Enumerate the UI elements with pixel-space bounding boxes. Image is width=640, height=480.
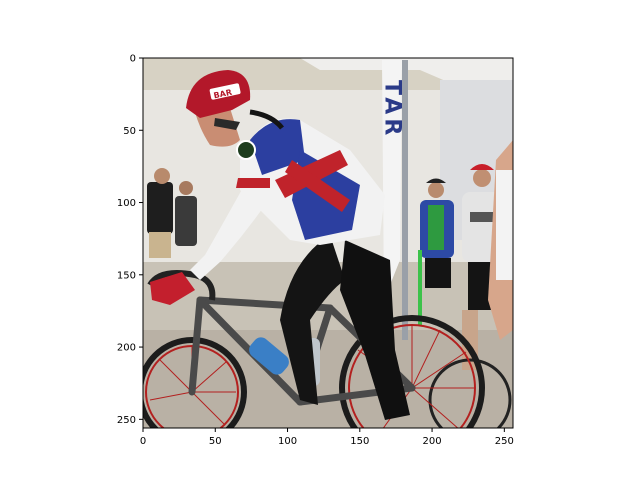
bystander-left bbox=[147, 168, 197, 258]
banner: TAR bbox=[380, 60, 408, 340]
main-cyclist: BAR bbox=[150, 70, 410, 420]
y-tick-label: 250 bbox=[117, 415, 136, 426]
x-tick-label: 50 bbox=[209, 436, 222, 447]
x-tick-label: 150 bbox=[350, 436, 369, 447]
canopy-roof bbox=[300, 58, 513, 110]
y-tick-label: 100 bbox=[117, 198, 136, 209]
banner-text: TAR bbox=[380, 80, 405, 139]
y-tick-label: 0 bbox=[130, 54, 136, 65]
y-tick-label: 200 bbox=[117, 343, 136, 354]
x-tick-label: 100 bbox=[278, 436, 297, 447]
y-axis: 0 50 100 150 200 250 bbox=[117, 54, 143, 426]
x-tick-label: 250 bbox=[495, 436, 514, 447]
water-bottle bbox=[249, 337, 289, 375]
pavement-shadow bbox=[143, 330, 513, 428]
y-tick-label: 50 bbox=[123, 126, 136, 137]
x-tick-label: 0 bbox=[140, 436, 146, 447]
y-tick-label: 150 bbox=[117, 270, 136, 281]
front-wheel bbox=[143, 337, 247, 428]
helmet-text: BAR bbox=[213, 88, 233, 101]
rear-wheel bbox=[339, 315, 485, 428]
background-wheel bbox=[428, 358, 512, 428]
cyclist-background-1 bbox=[418, 178, 454, 325]
x-tick-label: 200 bbox=[423, 436, 442, 447]
x-axis: 0 50 100 150 200 250 bbox=[140, 428, 514, 447]
axes-frame bbox=[142, 57, 514, 429]
photo: TAR bbox=[143, 58, 513, 428]
